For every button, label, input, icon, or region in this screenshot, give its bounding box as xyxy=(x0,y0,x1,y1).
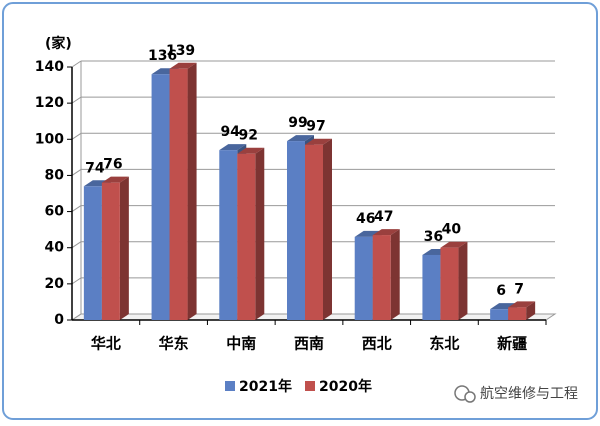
value-label: 47 xyxy=(374,209,393,225)
y-tick-label: 20 xyxy=(45,276,65,292)
bar xyxy=(305,144,323,320)
bar-side xyxy=(119,176,129,320)
x-tick-label: 华东 xyxy=(159,335,189,353)
x-tick-label: 西南 xyxy=(294,335,324,353)
bar-top xyxy=(305,138,332,145)
value-label: 40 xyxy=(442,222,462,238)
bar xyxy=(169,68,188,320)
bar-top xyxy=(508,301,536,308)
value-label: 97 xyxy=(306,119,325,135)
legend-label: 2021年 xyxy=(239,378,292,395)
value-label: 46 xyxy=(356,211,375,227)
bar-top xyxy=(101,176,129,183)
bar xyxy=(151,74,170,320)
y-axis-label: (家) xyxy=(45,35,72,52)
value-label: 92 xyxy=(239,128,258,144)
bar xyxy=(237,153,256,320)
bar xyxy=(287,141,305,320)
y-tick-label: 80 xyxy=(45,167,65,183)
bar-side xyxy=(390,229,400,320)
bar xyxy=(440,247,459,320)
y-tick-label: 40 xyxy=(45,240,65,256)
x-tick-label: 东北 xyxy=(429,335,459,353)
watermark: 航空维修与工程 xyxy=(454,385,578,403)
bar-side xyxy=(323,138,332,320)
x-tick-label: 新疆 xyxy=(497,335,527,353)
x-tick-label: 西北 xyxy=(362,335,392,353)
bar-top xyxy=(372,229,400,236)
value-label: 94 xyxy=(221,124,241,140)
y-tick-label: 120 xyxy=(35,95,64,111)
bar xyxy=(422,254,441,320)
grid-line-side xyxy=(71,277,82,285)
bar-top xyxy=(219,144,247,151)
value-label: 7 xyxy=(514,281,524,297)
bar xyxy=(101,182,120,320)
watermark-icon xyxy=(464,391,476,403)
bar-side xyxy=(255,147,265,320)
value-label: 74 xyxy=(85,160,105,176)
x-tick-label: 中南 xyxy=(226,335,256,353)
bar-top xyxy=(287,135,314,142)
value-label: 6 xyxy=(496,283,506,299)
bar-top xyxy=(440,241,468,248)
grid-line-side xyxy=(71,96,82,104)
grid-line-side xyxy=(71,241,82,249)
value-label: 76 xyxy=(103,157,122,173)
value-label: 99 xyxy=(288,115,307,131)
bar xyxy=(490,309,509,320)
legend-swatch xyxy=(305,381,315,391)
bar xyxy=(354,236,373,320)
bar-side xyxy=(526,301,536,320)
bar xyxy=(372,235,391,320)
bar xyxy=(508,307,527,320)
grid-line-side xyxy=(71,169,82,176)
bar-top xyxy=(169,62,197,69)
bar-top xyxy=(490,303,518,310)
y-tick-label: 60 xyxy=(45,204,65,220)
bar-top xyxy=(237,147,265,154)
value-label: 36 xyxy=(424,229,443,245)
x-tick-label: 华北 xyxy=(91,335,121,353)
value-label: 136 xyxy=(148,48,177,64)
value-label: 139 xyxy=(166,43,195,59)
y-tick-label: 140 xyxy=(35,59,64,75)
watermark-text: 航空维修与工程 xyxy=(480,386,578,402)
bar-side xyxy=(458,241,468,320)
y-tick-label: 100 xyxy=(35,131,64,147)
bar-side xyxy=(187,62,197,321)
grid-line-side xyxy=(71,60,82,68)
grid-line-side xyxy=(71,313,82,321)
grid-line-side xyxy=(71,205,82,212)
grid-line-side xyxy=(71,132,82,140)
bar xyxy=(219,150,238,320)
bar xyxy=(83,186,102,320)
legend-label: 2020年 xyxy=(319,378,372,395)
y-tick-label: 0 xyxy=(54,312,64,328)
legend-swatch xyxy=(225,381,235,391)
